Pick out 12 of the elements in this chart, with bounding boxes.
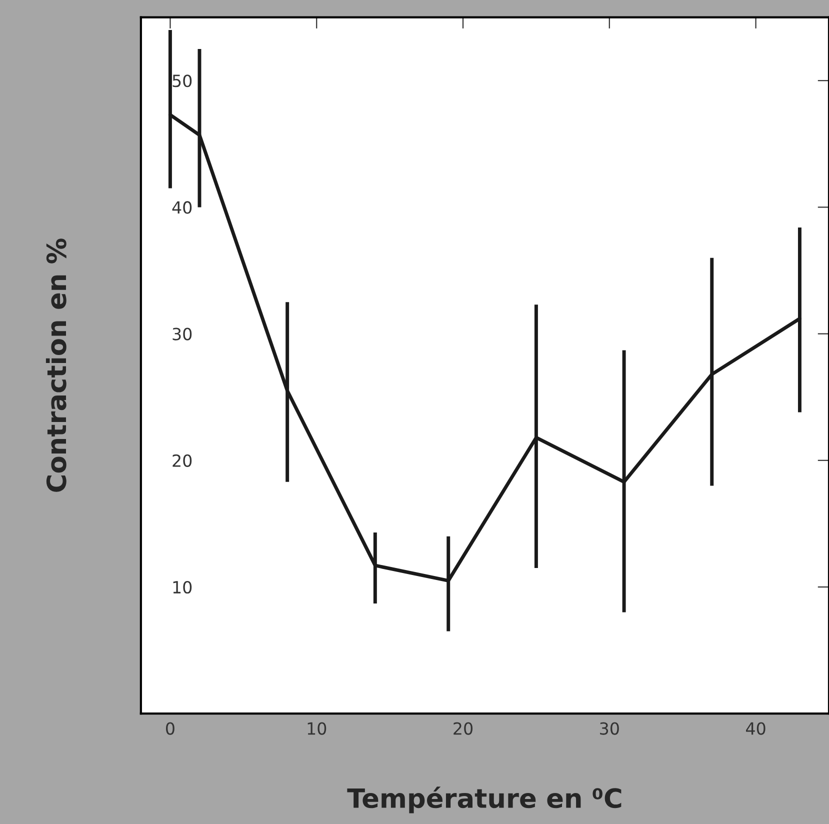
x-tick-label: 20 <box>454 722 472 735</box>
x-tick-label: 30 <box>600 722 619 735</box>
x-tick-label: 10 <box>308 722 326 735</box>
x-tick-label: 0 <box>166 722 174 735</box>
y-tick-label: 20 <box>172 454 192 467</box>
x-tick-label: 40 <box>746 722 766 735</box>
y-tick-label: 40 <box>172 201 192 214</box>
y-axis-title: Contraction en % <box>46 238 66 492</box>
y-tick-label: 50 <box>172 74 192 88</box>
x-axis-title: Température en ⁰C <box>347 786 622 814</box>
y-tick-label: 10 <box>173 580 192 594</box>
y-tick-label: 30 <box>172 328 192 340</box>
